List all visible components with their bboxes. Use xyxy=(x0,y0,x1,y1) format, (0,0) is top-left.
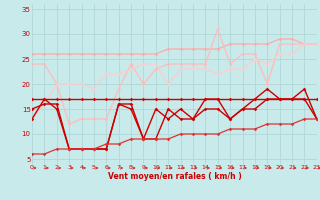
X-axis label: Vent moyen/en rafales ( km/h ): Vent moyen/en rafales ( km/h ) xyxy=(108,172,241,181)
